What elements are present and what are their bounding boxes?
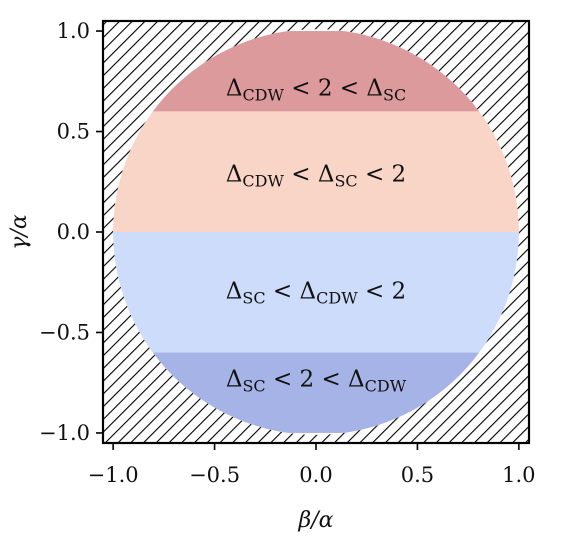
x-tick-label: −1.0 [88,463,139,487]
region-label-4: ΔSC < 2 < ΔCDW [226,367,407,396]
x-tick-label: −0.5 [189,463,240,487]
x-axis-label: β/α [298,508,334,533]
y-tick-label: 1.0 [57,19,90,43]
region-label-2: ΔCDW < ΔSC < 2 [226,162,406,191]
axes-group: −1.0 −0.5 0.0 0.5 1.0 −1.0 −0.5 0.0 0.5 1.0 [39,19,536,487]
region-band-3 [113,232,519,353]
y-tick-label: 0.0 [57,220,90,244]
x-tick-label: 1.0 [502,463,535,487]
y-tick-label: 0.5 [57,120,90,144]
y-axis-label: γ/α [7,214,32,250]
y-tick-label: −0.5 [39,320,90,344]
region-labels-group: ΔCDW < 2 < ΔSC ΔCDW < ΔSC < 2 ΔSC < ΔCDW <… [226,75,407,395]
region-label-3: ΔSC < ΔCDW < 2 [226,278,406,307]
y-tick-label: −1.0 [39,421,90,445]
region-label-1: ΔCDW < 2 < ΔSC [226,75,406,104]
region-band-2 [113,111,519,232]
x-tick-label: 0.5 [401,463,434,487]
x-tick-label: 0.0 [299,463,332,487]
